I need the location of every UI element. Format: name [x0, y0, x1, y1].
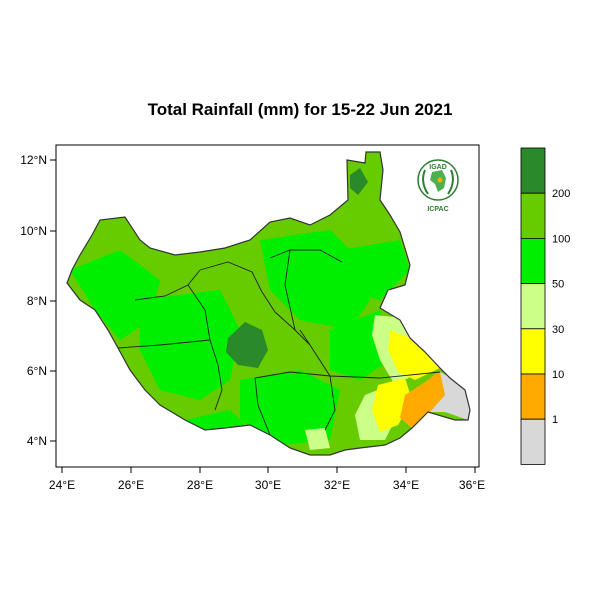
- y-tick-label: 12°N: [20, 153, 47, 167]
- y-axis: [50, 159, 56, 442]
- map-title: Total Rainfall (mm) for 15-22 Jun 2021: [147, 100, 453, 119]
- x-axis: [61, 467, 476, 473]
- rainfall-field: [67, 152, 470, 455]
- colorbar-swatch: [520, 328, 546, 375]
- logo-icpac-text: ICPAC: [427, 206, 448, 213]
- x-tick-label: 24°E: [49, 478, 75, 492]
- x-tick-label: 28°E: [187, 478, 213, 492]
- x-tick-label: 30°E: [255, 478, 281, 492]
- rain-zone-10-30: [388, 330, 440, 380]
- colorbar-swatch: [520, 418, 546, 465]
- sun-icon: [437, 177, 443, 183]
- colorbar-swatch: [520, 192, 546, 239]
- rain-zone-above-200: [226, 322, 268, 368]
- state-boundaries: [117, 249, 441, 436]
- laurel-left-icon: [422, 169, 429, 195]
- y-tick-label: 10°N: [20, 224, 47, 238]
- colorbar-label: 200: [552, 188, 570, 200]
- y-tick-label: 6°N: [27, 364, 47, 378]
- colorbar-swatch: [520, 373, 546, 420]
- rain-zone-50-100: [70, 250, 160, 340]
- colorbar-label: 1: [552, 414, 558, 426]
- colorbar-label: 10: [552, 369, 564, 381]
- icpac-logo: IGAD ICPAC: [417, 159, 459, 213]
- colorbar-label: 50: [552, 279, 564, 291]
- y-tick-label: 8°N: [27, 294, 47, 308]
- colorbar-label: 30: [552, 324, 564, 336]
- rain-zone-above-200: [350, 168, 368, 195]
- rain-zone-50-100: [340, 240, 410, 300]
- rain-zone-1-10: [400, 370, 445, 428]
- colorbar-label: 100: [552, 233, 570, 245]
- rain-zone-30-50: [305, 428, 330, 450]
- x-tick-label: 32°E: [324, 478, 350, 492]
- x-tick-label: 36°E: [459, 478, 485, 492]
- laurel-right-icon: [447, 169, 454, 195]
- rain-zone-50-100: [140, 290, 240, 400]
- colorbar-swatch: [520, 237, 546, 284]
- x-tick-label: 34°E: [393, 478, 419, 492]
- rain-zone-below-1: [430, 372, 470, 420]
- logo-igad-text: IGAD: [429, 164, 447, 171]
- x-tick-label: 26°E: [118, 478, 144, 492]
- rain-zone-50-100: [240, 370, 340, 445]
- rain-zone-10-30: [372, 378, 412, 432]
- colorbar-swatch: [520, 283, 546, 330]
- y-tick-label: 4°N: [27, 434, 47, 448]
- colorbar-swatch: [520, 147, 546, 194]
- colorbar: 200 100 50 30 10 1: [520, 147, 570, 465]
